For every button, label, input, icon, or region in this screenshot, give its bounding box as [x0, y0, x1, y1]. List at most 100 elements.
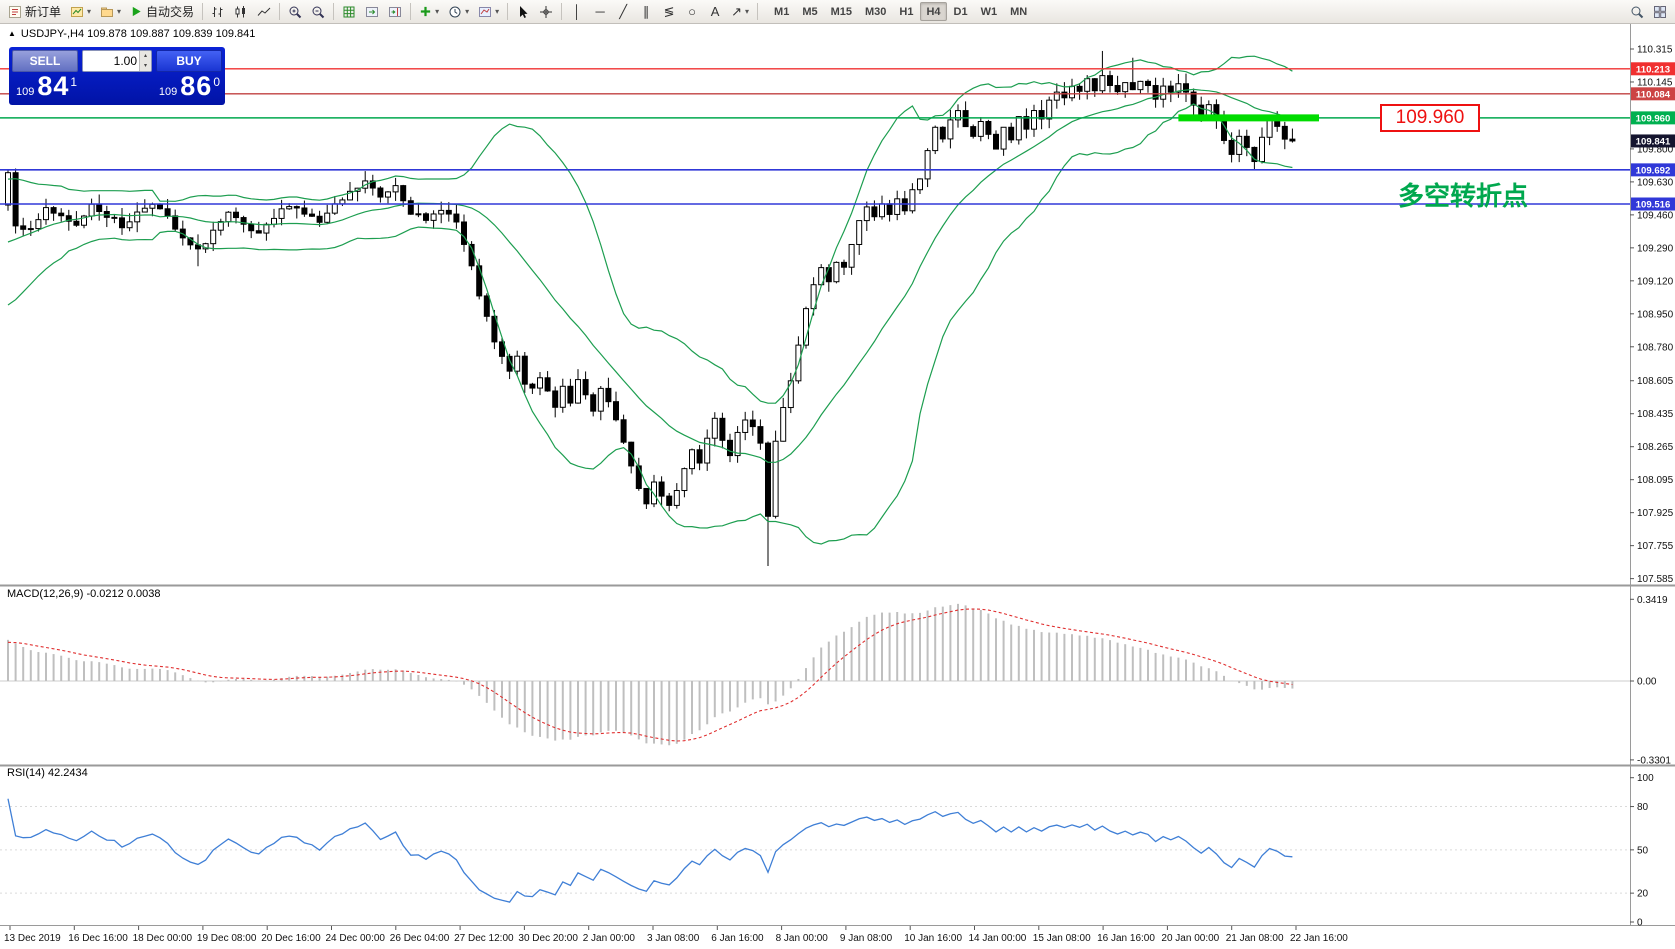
price-badge-label: 110.213	[1636, 64, 1670, 75]
time-axis-label: 6 Jan 16:00	[711, 933, 764, 944]
new-chart-button[interactable]: ▾	[66, 1, 95, 22]
chart-shift-icon	[388, 5, 402, 19]
time-axis-label: 8 Jan 00:00	[776, 933, 829, 944]
timeframe-button-h1[interactable]: H1	[893, 2, 919, 21]
lot-spinners: ▴ ▾	[139, 51, 151, 71]
dropdown-caret-icon: ▾	[495, 6, 500, 16]
price-scale-label: 109.630	[1637, 177, 1674, 188]
turning-point-annotation: 多空转折点	[1398, 181, 1529, 211]
new-order-button[interactable]: 新订单	[4, 1, 65, 22]
buy-price[interactable]: 109 86 0	[156, 73, 222, 102]
time-axis-label: 15 Jan 08:00	[1033, 933, 1091, 944]
buy-price-point: 0	[213, 75, 220, 89]
line-chart-button[interactable]	[253, 1, 275, 22]
timeframe-button-d1[interactable]: D1	[948, 2, 974, 21]
timeframe-group: M1 M5 M15 M30 H1 H4 D1 W1 MN	[768, 2, 1033, 21]
price-badge	[1631, 134, 1675, 148]
auto-scroll-button[interactable]	[361, 1, 383, 22]
price-scale-label: 108.605	[1637, 376, 1674, 387]
arrow-tool-icon: ↗	[731, 4, 743, 19]
price-badge	[1631, 163, 1675, 177]
zoom-in-button[interactable]	[284, 1, 306, 22]
timeframe-button-m5[interactable]: M5	[796, 2, 823, 21]
rsi-scale-label: 0	[1637, 918, 1643, 929]
zoom-out-button[interactable]	[307, 1, 329, 22]
sell-button[interactable]: SELL	[12, 50, 78, 72]
profiles-folder-icon	[100, 5, 114, 19]
lot-increase-button[interactable]: ▴	[140, 51, 151, 61]
window-layout-button[interactable]	[1649, 1, 1671, 22]
price-scale-label: 107.585	[1637, 574, 1674, 585]
indicators-button[interactable]: ▾	[415, 1, 443, 22]
time-axis-label: 2 Jan 00:00	[583, 933, 636, 944]
timeframe-button-m15[interactable]: M15	[825, 2, 858, 21]
one-click-collapse-icon[interactable]: ▲	[8, 29, 16, 38]
new-order-label: 新订单	[25, 5, 62, 19]
timeframe-button-mn[interactable]: MN	[1004, 2, 1033, 21]
lot-size-input[interactable]	[83, 51, 139, 71]
macd-scale-label: 0.3419	[1637, 595, 1668, 606]
shapes-button[interactable]: ○	[681, 1, 703, 22]
window-layout-icon	[1653, 5, 1667, 19]
line-chart-icon	[257, 5, 271, 19]
chart-canvas[interactable]: 110.315 110.145 109.800 109.630 109.460 109.2…	[0, 24, 1675, 949]
time-axis-label: 27 Dec 12:00	[454, 933, 514, 944]
symbol-ohlc-text: USDJPY-,H4 109.878 109.887 109.839 109.8…	[20, 28, 256, 40]
arrows-button[interactable]: ↗ ▾	[727, 1, 753, 22]
sell-price[interactable]: 109 84 1	[12, 73, 78, 102]
bar-chart-button[interactable]	[207, 1, 229, 22]
price-badge-label: 109.841	[1636, 137, 1671, 148]
fibonacci-button[interactable]: ≶	[658, 1, 680, 22]
price-badge-label: 109.516	[1636, 200, 1671, 211]
toolbar-separator	[333, 3, 335, 20]
auto-trading-button[interactable]: 自动交易	[126, 1, 198, 22]
rsi-scale-label: 80	[1637, 802, 1649, 813]
grid-button[interactable]	[338, 1, 360, 22]
sell-price-point: 1	[70, 75, 78, 89]
text-tool-icon: A	[710, 4, 720, 19]
dropdown-caret-icon: ▾	[745, 6, 750, 16]
fibonacci-icon: ≶	[663, 4, 675, 19]
timeframe-button-h4[interactable]: H4	[920, 2, 947, 21]
trendline-button[interactable]: ╱	[612, 1, 634, 22]
bar-chart-icon	[211, 5, 225, 19]
candlestick-chart-button[interactable]	[230, 1, 252, 22]
auto-trading-label: 自动交易	[146, 5, 195, 19]
vertical-line-icon: │	[573, 4, 582, 19]
crosshair-button[interactable]	[535, 1, 557, 22]
auto-trading-play-icon	[130, 5, 143, 18]
cursor-button[interactable]	[512, 1, 534, 22]
vertical-line-button[interactable]: │	[566, 1, 588, 22]
price-badge	[1631, 87, 1675, 101]
dropdown-caret-icon: ▾	[435, 6, 440, 16]
price-scale-label: 108.950	[1637, 309, 1674, 320]
chart-shift-button[interactable]	[384, 1, 406, 22]
timeframe-button-m1[interactable]: M1	[768, 2, 795, 21]
horizontal-line-button[interactable]: ─	[589, 1, 611, 22]
buy-price-prefix: 109	[158, 86, 178, 98]
profiles-button[interactable]: ▾	[96, 1, 125, 22]
toolbar: 新订单 ▾ ▾ 自动交易 ▾ ▾	[0, 0, 1675, 24]
periods-button[interactable]: ▾	[444, 1, 473, 22]
search-button[interactable]	[1626, 1, 1648, 22]
price-badge	[1631, 197, 1675, 211]
timeframe-button-m30[interactable]: M30	[859, 2, 892, 21]
time-axis-label: 26 Dec 04:00	[390, 933, 450, 944]
time-axis-label: 14 Jan 00:00	[969, 933, 1027, 944]
templates-button[interactable]: ▾	[474, 1, 503, 22]
timeframe-button-w1[interactable]: W1	[975, 2, 1004, 21]
search-icon	[1630, 5, 1644, 19]
crosshair-icon	[539, 5, 553, 19]
channel-button[interactable]: ∥	[635, 1, 657, 22]
price-scale-label: 107.925	[1637, 508, 1674, 519]
trendline-icon: ╱	[619, 4, 628, 19]
price-level-annotation: 109.960	[1380, 104, 1480, 132]
buy-button[interactable]: BUY	[156, 50, 222, 72]
time-axis-label: 16 Jan 16:00	[1097, 933, 1155, 944]
zoom-out-icon	[311, 5, 325, 19]
horizontal-line-icon: ─	[595, 4, 605, 19]
text-button[interactable]: A	[704, 1, 726, 22]
price-scale-label: 109.120	[1637, 276, 1674, 287]
lot-decrease-button[interactable]: ▾	[140, 61, 151, 71]
